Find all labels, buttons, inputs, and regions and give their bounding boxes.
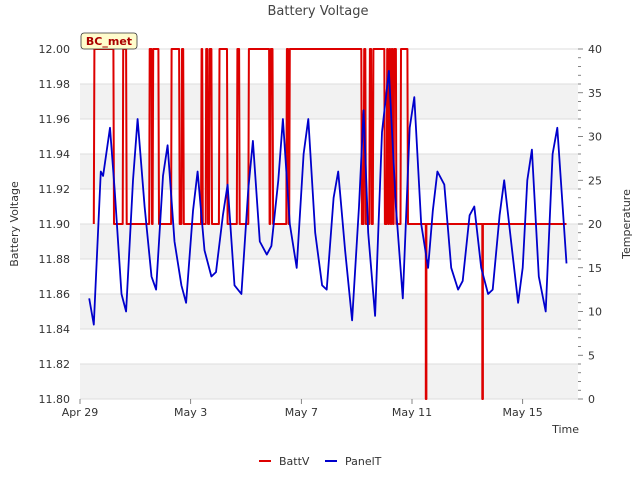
x-axis-label: Time: [551, 423, 579, 436]
y-tick-label: 11.80: [39, 393, 71, 406]
x-tick-label: May 7: [285, 406, 318, 419]
y-tick-label: 12.00: [39, 43, 71, 56]
y-axis-left: 11.80 11.82 11.84 11.86 11.88 11.90 11.92 11.94…: [39, 43, 71, 406]
y-tick-label: 11.88: [39, 253, 71, 266]
series-line-panelt: [88, 70, 568, 326]
y-tick-label: 11.82: [39, 358, 71, 371]
background-band: [80, 329, 578, 364]
y-axis-right: 0 5 10 15 20 25 30 35 40: [578, 43, 602, 406]
background-band: [80, 119, 578, 154]
x-tick-label: May 11: [392, 406, 432, 419]
y2-tick-label: 5: [588, 349, 595, 362]
y-tick-label: 11.98: [39, 78, 71, 91]
site-tag-box: [80, 32, 138, 50]
legend: BattV PanelT: [259, 455, 382, 468]
x-tick-label: May 15: [503, 406, 543, 419]
x-tick-label: Apr 29: [62, 406, 99, 419]
legend-label-battv: BattV: [279, 455, 310, 468]
y2-tick-label: 30: [588, 131, 602, 144]
y-tick-label: 11.92: [39, 183, 71, 196]
y2-tick-label: 10: [588, 306, 602, 319]
y-tick-label: 11.86: [39, 288, 71, 301]
background-band: [80, 189, 578, 224]
y2-tick-label: 35: [588, 87, 602, 100]
gridlines: [80, 48, 578, 400]
y-tick-label: 11.84: [39, 323, 71, 336]
series-line-battv: [92, 48, 567, 400]
series-layer: [88, 48, 568, 400]
x-tick-label: May 3: [174, 406, 207, 419]
y-tick-label: 11.96: [39, 113, 71, 126]
y-axis-left-label: Battery Voltage: [8, 181, 21, 267]
background-band: [80, 49, 578, 84]
chart-title: Battery Voltage: [267, 4, 368, 19]
y2-tick-label: 0: [588, 393, 595, 406]
background-band: [80, 84, 578, 119]
background-band: [80, 364, 578, 399]
y2-tick-label: 15: [588, 262, 602, 275]
site-tag-label: BC_met: [86, 35, 132, 48]
y2-tick-label: 25: [588, 174, 602, 187]
y2-tick-label: 40: [588, 43, 602, 56]
y-tick-label: 11.90: [39, 218, 71, 231]
y-tick-label: 11.94: [39, 148, 71, 161]
background-band: [80, 294, 578, 329]
x-axis: Apr 29 May 3 May 7 May 11 May 15: [62, 399, 543, 419]
y2-tick-label: 20: [588, 218, 602, 231]
y-axis-right-label: Temperature: [620, 189, 633, 260]
site-tag: BC_met: [80, 32, 138, 50]
legend-label-panelt: PanelT: [345, 455, 382, 468]
